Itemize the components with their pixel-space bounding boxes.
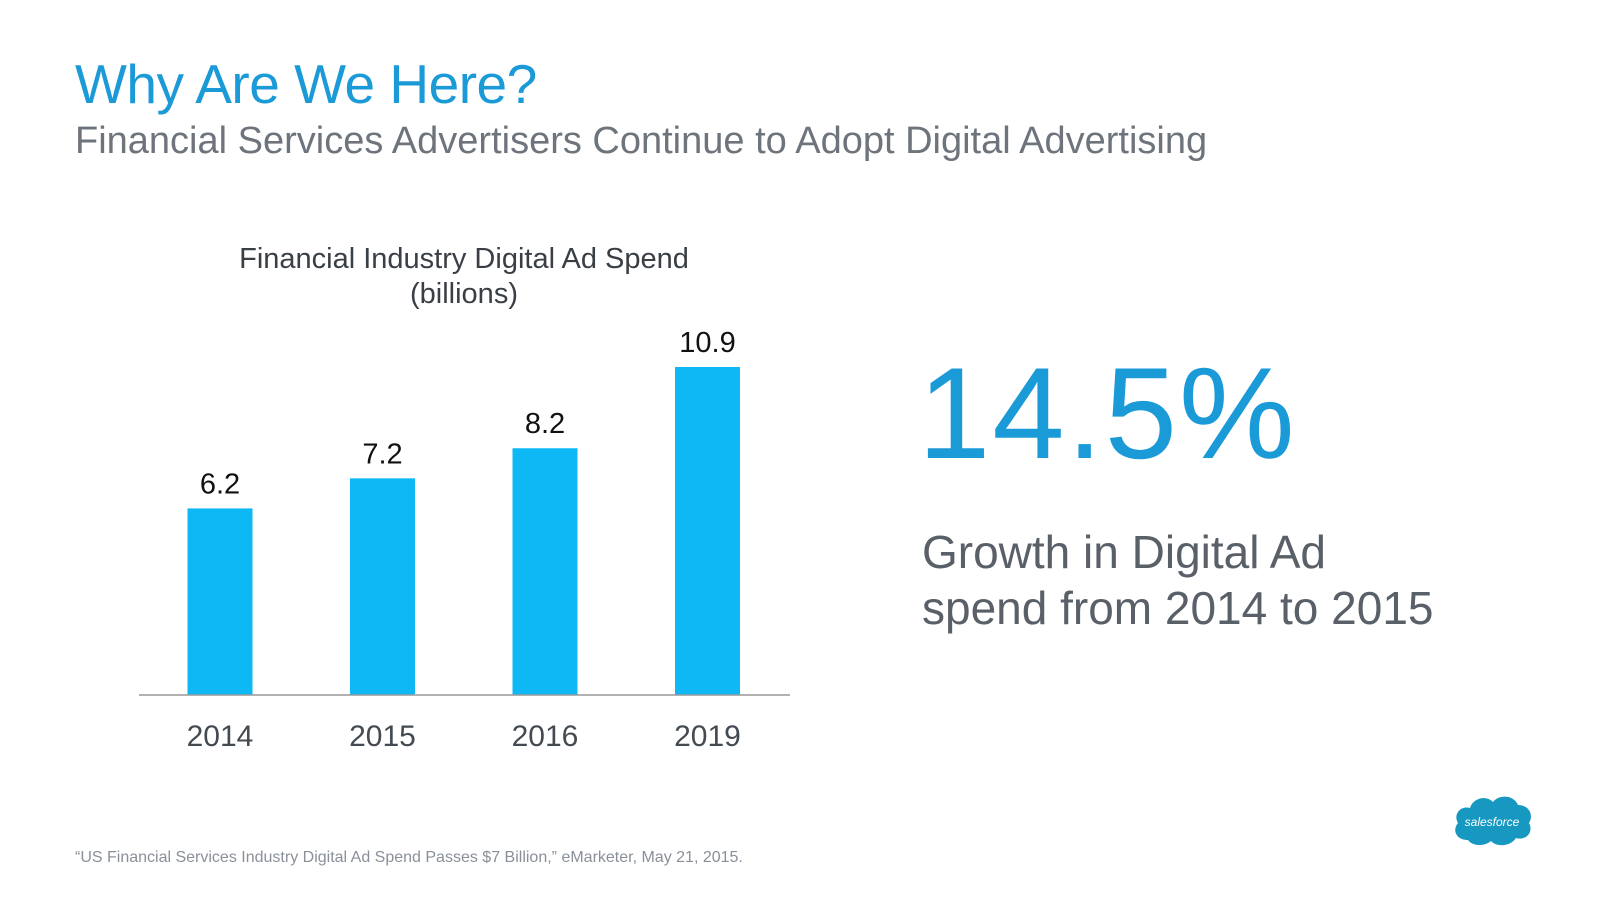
x-tick-label-2014: 2014 bbox=[187, 720, 254, 753]
bar-2019 bbox=[675, 367, 740, 695]
x-tick-label-2019: 2019 bbox=[674, 720, 741, 753]
bar-2015 bbox=[350, 478, 415, 695]
data-label-2015: 7.2 bbox=[362, 438, 402, 470]
x-tick-label-2016: 2016 bbox=[512, 720, 579, 753]
data-label-2019: 10.9 bbox=[679, 327, 735, 359]
data-label-2014: 6.2 bbox=[200, 468, 240, 500]
chart-subtitle: (billions) bbox=[410, 278, 518, 310]
bar-2016 bbox=[512, 448, 578, 695]
growth-stat-value: 14.5% bbox=[918, 340, 1297, 486]
x-tick-label-2015: 2015 bbox=[349, 720, 416, 753]
chart-title: Financial Industry Digital Ad Spend bbox=[239, 243, 689, 275]
source-citation: “US Financial Services Industry Digital … bbox=[75, 849, 743, 866]
stat-caption-line-2: spend from 2014 to 2015 bbox=[922, 582, 1434, 635]
stat-caption-line-1: Growth in Digital Ad bbox=[922, 526, 1326, 578]
slide-subtitle: Financial Services Advertisers Continue … bbox=[75, 120, 1208, 162]
logo-text: salesforce bbox=[1465, 815, 1520, 829]
growth-stat-caption: Growth in Digital Ad spend from 2014 to … bbox=[922, 524, 1522, 636]
data-label-2016: 8.2 bbox=[525, 408, 565, 440]
salesforce-logo: salesforce bbox=[1455, 796, 1531, 846]
slide-title: Why Are We Here? bbox=[75, 53, 537, 115]
bar-2014 bbox=[187, 508, 253, 695]
bar-chart: Financial Industry Digital Ad Spend (bil… bbox=[139, 243, 790, 753]
